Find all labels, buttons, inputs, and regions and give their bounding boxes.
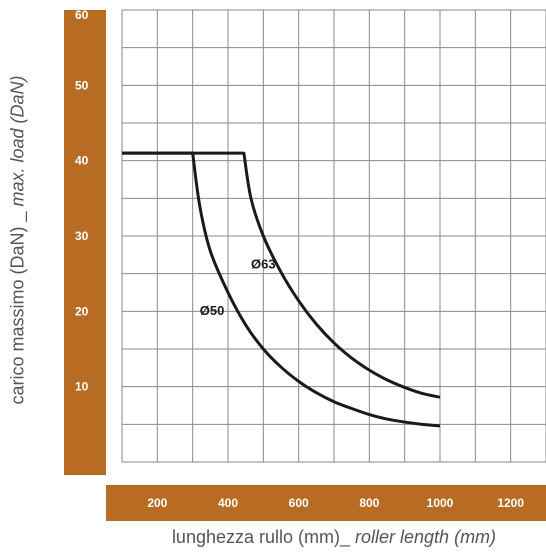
grid: [121, 9, 546, 463]
y-tick-labels: 10 20 30 40 50 60: [75, 8, 89, 394]
x-tick-labels: 200 400 600 800 1000 1200: [147, 496, 524, 510]
y-tick-label: 20: [75, 304, 89, 318]
x-tick-label: 400: [218, 496, 238, 510]
curve-label: Ø50: [200, 303, 225, 318]
curve-labels: Ø50 Ø63: [200, 256, 276, 318]
y-tick-label: 40: [75, 154, 89, 168]
x-axis-band: [106, 485, 546, 521]
curve-Ø63: [122, 151, 441, 399]
curve-label: Ø63: [251, 256, 276, 271]
y-axis-band: [64, 10, 106, 475]
y-tick-label: 50: [75, 78, 89, 92]
x-tick-label: 200: [147, 496, 167, 510]
y-tick-label: 60: [75, 8, 89, 22]
x-axis-title: lunghezza rullo (mm)_ roller length (mm): [171, 527, 497, 547]
y-tick-label: 10: [75, 380, 89, 394]
x-tick-label: 1000: [427, 496, 454, 510]
y-axis-title: carico massimo (DaN) _ max. load (DaN): [7, 75, 28, 405]
x-tick-label: 800: [359, 496, 379, 510]
curves: [122, 151, 441, 428]
curve-Ø50: [122, 151, 441, 428]
y-tick-label: 30: [75, 229, 89, 243]
x-tick-label: 1200: [497, 496, 524, 510]
x-tick-label: 600: [289, 496, 309, 510]
